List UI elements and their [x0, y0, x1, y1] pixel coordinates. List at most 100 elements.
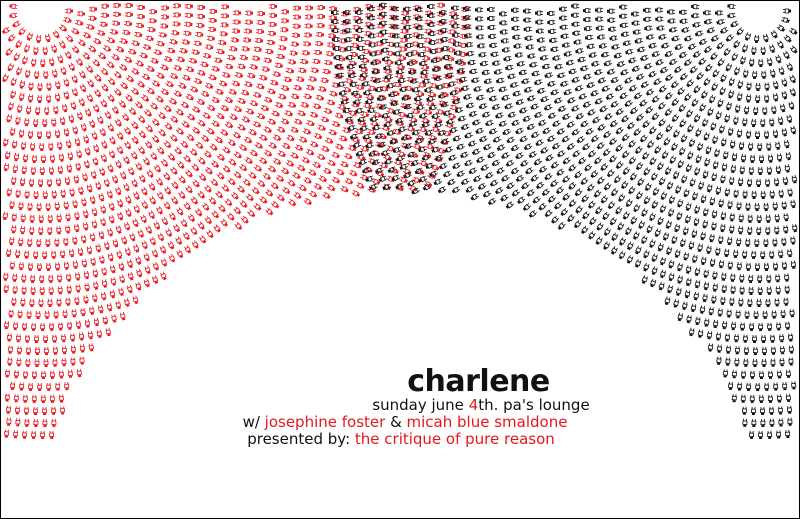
- black-robot-figure-icon: [465, 51, 475, 57]
- black-robot-figure-icon: [536, 87, 546, 94]
- black-robot-figure-icon: [704, 63, 713, 72]
- black-robot-figure-icon: [733, 66, 741, 76]
- black-robot-figure-icon: [667, 18, 676, 24]
- red-robot-figure-icon: [231, 28, 241, 34]
- black-robot-figure-icon: [734, 346, 740, 355]
- black-robot-figure-icon: [577, 156, 587, 165]
- black-robot-figure-icon: [789, 27, 798, 35]
- red-robot-figure-icon: [280, 18, 289, 24]
- red-robot-figure-icon: [40, 394, 46, 404]
- red-robot-figure-icon: [217, 204, 226, 213]
- black-robot-figure-icon: [444, 146, 454, 153]
- black-robot-figure-icon: [531, 70, 540, 77]
- red-robot-figure-icon: [90, 170, 97, 179]
- black-robot-figure-icon: [501, 94, 510, 101]
- red-robot-figure-icon: [276, 193, 285, 202]
- red-robot-figure-icon: [210, 160, 220, 169]
- black-robot-figure-icon: [619, 22, 628, 28]
- red-robot-figure-icon: [131, 178, 138, 188]
- black-robot-figure-icon: [729, 297, 735, 306]
- black-robot-figure-icon: [511, 25, 520, 31]
- red-robot-figure-icon: [111, 105, 120, 115]
- black-robot-figure-icon: [727, 236, 733, 246]
- black-robot-figure-icon: [747, 178, 753, 187]
- date-venue-line: sunday june 4th. pa's lounge: [1, 396, 799, 414]
- red-robot-figure-icon: [100, 12, 109, 18]
- red-robot-figure-icon: [360, 111, 370, 118]
- black-robot-figure-icon: [790, 236, 796, 245]
- red-robot-figure-icon: [244, 10, 254, 16]
- red-robot-figure-icon: [204, 166, 213, 175]
- red-robot-figure-icon: [30, 286, 36, 295]
- black-robot-figure-icon: [560, 33, 569, 39]
- black-robot-figure-icon: [726, 101, 732, 111]
- red-robot-figure-icon: [184, 169, 193, 178]
- red-robot-figure-icon: [28, 82, 34, 91]
- red-robot-figure-icon: [220, 13, 229, 19]
- red-robot-figure-icon: [119, 311, 126, 321]
- black-robot-figure-icon: [681, 301, 688, 311]
- black-robot-figure-icon: [389, 138, 399, 145]
- black-robot-figure-icon: [344, 116, 354, 123]
- red-robot-figure-icon: [292, 23, 301, 29]
- black-robot-figure-icon: [633, 92, 643, 100]
- black-robot-figure-icon: [581, 194, 590, 203]
- black-robot-figure-icon: [783, 34, 792, 43]
- black-robot-figure-icon: [570, 12, 580, 18]
- red-robot-figure-icon: [86, 93, 94, 103]
- red-robot-figure-icon: [153, 49, 163, 56]
- black-robot-figure-icon: [700, 231, 706, 241]
- red-robot-figure-icon: [42, 118, 48, 127]
- red-robot-figure-icon: [98, 304, 104, 314]
- red-robot-figure-icon: [52, 30, 60, 39]
- red-robot-figure-icon: [189, 85, 199, 93]
- red-robot-figure-icon: [243, 28, 253, 34]
- black-robot-figure-icon: [764, 94, 770, 103]
- red-robot-figure-icon: [308, 190, 318, 198]
- red-robot-figure-icon: [320, 145, 330, 153]
- red-robot-figure-icon: [100, 205, 107, 214]
- red-robot-figure-icon: [47, 226, 53, 235]
- black-robot-figure-icon: [762, 106, 768, 115]
- red-robot-figure-icon: [256, 11, 266, 16]
- black-robot-figure-icon: [571, 21, 580, 27]
- red-robot-figure-icon: [342, 86, 352, 93]
- black-robot-figure-icon: [583, 17, 592, 23]
- red-robot-figure-icon: [267, 165, 277, 173]
- black-robot-figure-icon: [781, 78, 788, 87]
- black-robot-figure-icon: [486, 86, 495, 93]
- red-robot-figure-icon: [216, 171, 225, 180]
- red-robot-figure-icon: [110, 277, 117, 286]
- red-robot-figure-icon: [351, 189, 361, 197]
- black-robot-figure-icon: [734, 104, 741, 113]
- red-robot-figure-icon: [161, 216, 169, 226]
- black-robot-figure-icon: [342, 107, 352, 114]
- black-robot-figure-icon: [781, 16, 790, 24]
- black-robot-figure-icon: [463, 15, 472, 21]
- red-robot-figure-icon: [141, 200, 149, 210]
- red-robot-figure-icon: [42, 418, 48, 428]
- black-robot-figure-icon: [775, 286, 781, 295]
- black-robot-figure-icon: [414, 167, 424, 175]
- red-robot-figure-icon: [88, 119, 96, 129]
- black-robot-figure-icon: [760, 118, 766, 127]
- black-robot-figure-icon: [571, 3, 580, 9]
- red-robot-figure-icon: [197, 69, 206, 76]
- black-robot-figure-icon: [367, 107, 376, 114]
- black-robot-figure-icon: [525, 44, 535, 50]
- black-robot-figure-icon: [703, 281, 710, 291]
- red-robot-figure-icon: [55, 80, 61, 90]
- black-robot-figure-icon: [785, 429, 791, 439]
- red-robot-figure-icon: [193, 77, 203, 85]
- black-robot-figure-icon: [721, 162, 728, 172]
- black-robot-figure-icon: [672, 170, 680, 180]
- red-robot-figure-icon: [306, 119, 315, 127]
- red-robot-figure-icon: [234, 221, 243, 231]
- red-robot-figure-icon: [263, 126, 272, 134]
- black-robot-figure-icon: [380, 47, 390, 53]
- black-robot-figure-icon: [501, 174, 510, 182]
- black-robot-figure-icon: [712, 271, 718, 280]
- black-robot-figure-icon: [551, 215, 560, 224]
- black-robot-figure-icon: [603, 60, 613, 67]
- red-robot-figure-icon: [63, 201, 69, 210]
